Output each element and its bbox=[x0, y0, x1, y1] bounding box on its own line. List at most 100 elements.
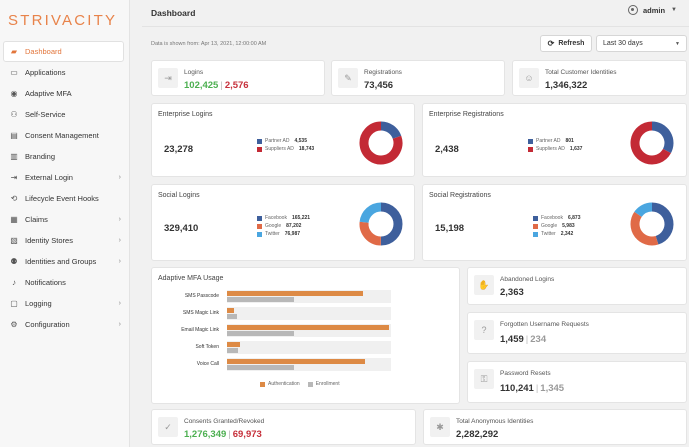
social-logins-card: Social Logins 329,410 Facebook 165,221 Go… bbox=[151, 184, 415, 261]
mfa-bar-enrollment bbox=[227, 331, 295, 336]
legend-auth-label: Authentication bbox=[268, 381, 300, 387]
value-separator: | bbox=[535, 383, 539, 394]
value-separator: | bbox=[228, 429, 231, 440]
user-icon bbox=[627, 5, 638, 15]
mfa-bar-authentication bbox=[227, 325, 390, 330]
login-arrow-icon: ⇥ bbox=[158, 68, 178, 88]
enterprise-logins-donut bbox=[359, 121, 403, 165]
legend-value: 2,342 bbox=[560, 231, 574, 237]
sidebar-item-label: Logging bbox=[25, 299, 52, 308]
key-icon: ⚿ bbox=[474, 369, 494, 389]
logins-failed-value: 2,576 bbox=[224, 80, 249, 91]
consent-check-icon: ✓ bbox=[158, 417, 178, 437]
social-registrations-card: Social Registrations 15,198 Facebook 6,87… bbox=[422, 184, 687, 261]
legend-name: Partner AD bbox=[536, 138, 561, 144]
registration-icon: ✎ bbox=[338, 68, 358, 88]
enterprise-logins-total: 23,278 bbox=[164, 144, 194, 155]
consents-value: 1,276,349 | 69,973 bbox=[184, 429, 262, 440]
user-name: admin bbox=[642, 5, 666, 15]
legend-item: Facebook 6,873 bbox=[533, 214, 580, 222]
sidebar-item-self-service[interactable]: ⚇ Self-Service bbox=[0, 104, 130, 125]
legend-swatch bbox=[257, 223, 262, 229]
legend-swatch bbox=[533, 223, 538, 229]
legend-value: 76,987 bbox=[284, 231, 301, 237]
donut-slice-facebook bbox=[651, 202, 674, 245]
sidebar-item-applications[interactable]: ▭ Applications bbox=[0, 62, 130, 83]
sidebar-nav: ▰ Dashboard ▭ Applications ◉ Adaptive MFA ⚇ Sel… bbox=[0, 41, 130, 335]
sidebar-item-configuration[interactable]: ⚙ Configuration › bbox=[0, 314, 130, 335]
sidebar-item-external-login[interactable]: ⇥ External Login › bbox=[0, 167, 130, 188]
legend-value: 6,873 bbox=[567, 215, 581, 221]
sidebar-item-consent-management[interactable]: ▤ Consent Management bbox=[0, 125, 130, 146]
legend-swatch bbox=[260, 381, 265, 387]
legend-name: Twitter bbox=[541, 231, 556, 237]
legend-swatch bbox=[307, 381, 313, 387]
social-registrations-total: 15,198 bbox=[435, 223, 465, 234]
legend-name: Suppliers AD bbox=[536, 146, 565, 152]
legend-swatch bbox=[257, 231, 262, 237]
legend-item: Twitter 76,987 bbox=[257, 230, 310, 238]
sidebar-item-notifications[interactable]: ♪ Notifications bbox=[0, 272, 130, 293]
window-icon: ▭ bbox=[10, 68, 18, 77]
date-range-select[interactable]: Last 30 days ▼ bbox=[596, 35, 687, 52]
branding-icon: ▥ bbox=[10, 152, 18, 161]
legend-item: Google 87,202 bbox=[257, 222, 310, 230]
refresh-label: Refresh bbox=[558, 40, 585, 47]
mfa-bar-enrollment bbox=[227, 365, 295, 370]
customer-identities-value: 1,346,322 bbox=[545, 80, 588, 91]
user-service-icon: ⚇ bbox=[10, 110, 18, 119]
abandoned-logins-card: ✋ Abandoned Logins 2,363 bbox=[467, 267, 687, 305]
legend-name: Google bbox=[541, 223, 558, 229]
mfa-category-label: SMS Passcode bbox=[184, 293, 219, 299]
consents-revoked-value: 69,973 bbox=[232, 429, 262, 440]
legend-swatch bbox=[528, 146, 533, 152]
social-registrations-legend: Facebook 6,873 Google 5,983 Twitter 2,342 bbox=[533, 214, 580, 238]
enterprise-registrations-donut bbox=[630, 121, 674, 165]
legend-name: Google bbox=[265, 223, 282, 229]
sidebar-item-identity-stores[interactable]: ▧ Identity Stores › bbox=[0, 230, 130, 251]
legend-name: Twitter bbox=[265, 231, 280, 237]
chart-icon: ▰ bbox=[10, 47, 18, 56]
donut-slice-facebook bbox=[380, 202, 403, 246]
legend-swatch bbox=[257, 146, 262, 152]
gear-icon: ⚙ bbox=[10, 320, 18, 329]
identity-icon: ☺ bbox=[519, 68, 539, 88]
date-range-value: Last 30 days bbox=[603, 40, 643, 47]
donut-slice-suppliers-ad bbox=[630, 121, 671, 165]
sidebar-item-dashboard[interactable]: ▰ Dashboard bbox=[3, 41, 124, 62]
page-title: Dashboard bbox=[151, 8, 196, 18]
mfa-bar-track bbox=[227, 341, 391, 354]
forgotten-username-card: ? Forgotten Username Requests 1,459 | 234 bbox=[467, 312, 687, 354]
password-resets-card: ⚿ Password Resets 110,241 | 1,345 bbox=[467, 361, 687, 403]
sidebar: STRIVACITY ▰ Dashboard ▭ Applications ◉ Adapt… bbox=[0, 0, 130, 447]
mfa-category-label: SMS Magic Link bbox=[182, 310, 219, 316]
chevron-right-icon: › bbox=[118, 237, 121, 244]
sidebar-item-lifecycle-event-hooks[interactable]: ⟲ Lifecycle Event Hooks bbox=[0, 188, 130, 209]
mfa-bar-authentication bbox=[227, 359, 365, 364]
enterprise-registrations-legend: Partner AD 801 Suppliers AD 1,637 bbox=[528, 137, 582, 153]
user-menu[interactable]: admin ▼ bbox=[627, 5, 677, 15]
donut-slice-google bbox=[359, 221, 382, 246]
refresh-button[interactable]: ⟳ Refresh bbox=[540, 35, 592, 52]
dashboard-main: Data is shown from: Apr 13, 2021, 12:00:… bbox=[142, 26, 689, 447]
registrations-label: Registrations bbox=[364, 69, 402, 76]
forgotten-username-label: Forgotten Username Requests bbox=[500, 321, 589, 328]
legend-item: Partner AD 801 bbox=[528, 137, 582, 145]
sidebar-item-label: Consent Management bbox=[25, 131, 99, 140]
value-separator: | bbox=[220, 80, 223, 91]
sidebar-item-branding[interactable]: ▥ Branding bbox=[0, 146, 130, 167]
sidebar-item-adaptive-mfa[interactable]: ◉ Adaptive MFA bbox=[0, 83, 130, 104]
sidebar-item-label: Identity Stores bbox=[25, 236, 73, 245]
sidebar-item-identities-and-groups[interactable]: ⚉ Identities and Groups › bbox=[0, 251, 130, 272]
sidebar-item-logging[interactable]: ▢ Logging › bbox=[0, 293, 130, 314]
logging-icon: ▢ bbox=[10, 299, 18, 308]
legend-name: Suppliers AD bbox=[265, 146, 294, 152]
enterprise-logins-card: Enterprise Logins 23,278 Partner AD 4,535… bbox=[151, 103, 415, 177]
sidebar-item-claims[interactable]: ▦ Claims › bbox=[0, 209, 130, 230]
consent-icon: ▤ bbox=[10, 131, 18, 140]
password-resets-label: Password Resets bbox=[500, 370, 551, 377]
mfa-bar-enrollment bbox=[227, 314, 237, 319]
donut-slice-suppliers-ad bbox=[359, 121, 403, 165]
donut-slice-twitter bbox=[359, 202, 382, 224]
registrations-card: ✎ Registrations 73,456 bbox=[331, 60, 505, 96]
